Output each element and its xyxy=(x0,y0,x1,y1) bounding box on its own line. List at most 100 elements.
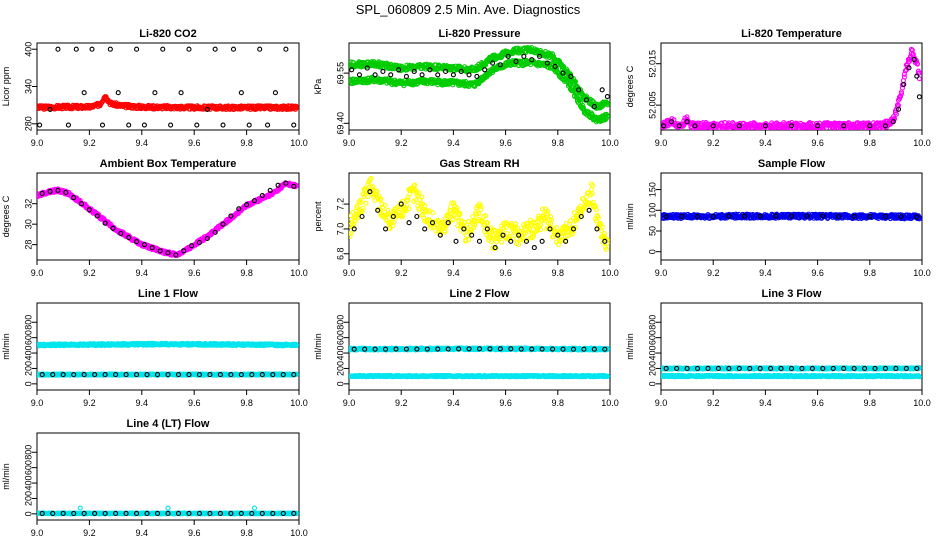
x-tick-label: 9.6 xyxy=(811,138,824,148)
x-tick-label: 10.0 xyxy=(913,268,931,278)
data-point xyxy=(212,46,218,52)
data-point xyxy=(555,57,562,63)
page-title: SPL_060809 2.5 Min. Ave. Diagnostics xyxy=(355,2,581,17)
x-tick-label: 9.4 xyxy=(759,138,772,148)
data-point xyxy=(916,70,922,76)
data-point xyxy=(406,220,412,226)
data-point xyxy=(89,46,95,52)
data-point xyxy=(220,221,226,227)
series-averaged xyxy=(661,57,922,129)
plot-area xyxy=(661,211,922,222)
data-point xyxy=(181,248,187,254)
data-point xyxy=(228,213,234,219)
x-tick-label: 9.6 xyxy=(188,138,201,148)
data-point xyxy=(773,213,779,219)
data-point xyxy=(663,213,669,220)
y-axis-label: kPa xyxy=(313,79,323,95)
data-point xyxy=(107,46,113,52)
data-point xyxy=(110,225,116,231)
x-tick-label: 9.0 xyxy=(31,398,44,408)
x-tick-label: 9.8 xyxy=(552,268,565,278)
data-point xyxy=(882,213,889,220)
x-tick-label: 9.2 xyxy=(707,268,720,278)
data-point xyxy=(349,233,353,239)
data-point xyxy=(372,72,378,78)
data-point xyxy=(914,60,920,67)
data-point xyxy=(726,213,732,219)
data-point xyxy=(867,213,873,220)
x-tick-label: 9.6 xyxy=(188,398,201,408)
data-point xyxy=(694,213,701,220)
y-tick-label: 150 xyxy=(647,182,657,197)
data-point xyxy=(815,123,821,129)
data-point xyxy=(351,221,357,227)
x-tick-label: 9.4 xyxy=(136,398,149,408)
data-point xyxy=(523,238,530,244)
chart-title: Ambient Box Temperature xyxy=(100,158,237,170)
data-point xyxy=(547,226,553,232)
data-point xyxy=(911,57,917,63)
data-point xyxy=(435,72,441,78)
data-point xyxy=(516,232,522,238)
data-point xyxy=(454,205,460,211)
data-point xyxy=(86,207,92,213)
data-point xyxy=(901,74,907,80)
data-point xyxy=(841,123,847,129)
data-point xyxy=(406,206,412,212)
y-tick-label: 30 xyxy=(23,219,33,229)
data-point xyxy=(118,230,124,236)
data-point xyxy=(360,205,366,211)
x-tick-label: 9.4 xyxy=(136,268,149,278)
x-tick-label: 9.8 xyxy=(864,268,877,278)
data-point xyxy=(898,91,904,97)
data-point xyxy=(204,235,210,242)
data-point xyxy=(589,183,595,189)
data-point xyxy=(710,213,716,220)
data-point xyxy=(507,236,513,242)
y-tick-label: 69.55 xyxy=(335,62,345,85)
x-tick-label: 9.0 xyxy=(31,138,44,148)
data-point xyxy=(440,219,446,225)
data-point xyxy=(580,105,586,111)
y-tick-label: 7.2 xyxy=(335,198,345,211)
data-point xyxy=(450,72,456,78)
data-point xyxy=(497,62,503,68)
data-point xyxy=(458,68,464,74)
data-point xyxy=(275,182,281,188)
x-tick-label: 9.6 xyxy=(499,138,512,148)
data-point xyxy=(544,208,551,214)
series-continuous-line1 xyxy=(37,340,299,349)
x-tick-label: 9.8 xyxy=(240,268,253,278)
data-point xyxy=(81,90,87,96)
x-tick-label: 9.2 xyxy=(395,268,408,278)
data-point xyxy=(47,188,53,194)
data-point xyxy=(851,213,857,220)
series-averaged xyxy=(37,46,297,128)
data-point xyxy=(149,245,155,251)
plot-area xyxy=(37,180,299,259)
y-tick-label: 52.005 xyxy=(647,91,657,119)
series-averaged xyxy=(351,189,608,251)
data-point xyxy=(364,65,370,71)
data-point xyxy=(157,248,163,254)
series-continuous xyxy=(37,94,299,113)
data-point xyxy=(55,46,61,52)
data-point xyxy=(788,213,795,219)
data-point xyxy=(168,122,174,128)
data-point xyxy=(569,85,576,91)
data-point xyxy=(463,237,469,243)
data-point xyxy=(573,92,580,98)
data-point xyxy=(204,106,210,113)
data-point xyxy=(453,238,459,244)
x-tick-label: 9.6 xyxy=(188,268,201,278)
data-point xyxy=(569,231,576,237)
chart-title: Gas Stream RH xyxy=(439,158,519,170)
plot-area xyxy=(349,44,610,125)
data-point xyxy=(513,58,519,64)
data-point xyxy=(236,206,242,212)
data-point xyxy=(403,73,409,80)
data-point xyxy=(901,81,907,87)
data-point xyxy=(293,103,299,109)
